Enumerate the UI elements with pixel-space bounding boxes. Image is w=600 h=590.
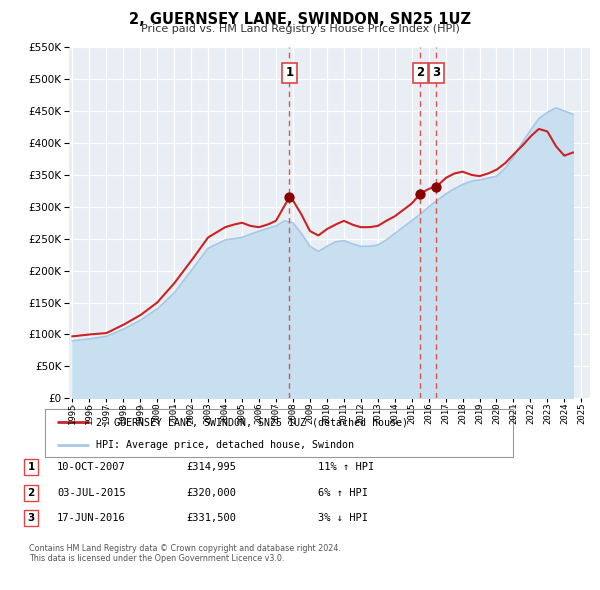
Text: 2009: 2009 [305, 402, 314, 424]
Text: 2015: 2015 [407, 402, 416, 424]
Text: 3% ↓ HPI: 3% ↓ HPI [318, 513, 368, 523]
Text: 2020: 2020 [492, 402, 501, 424]
Text: 2025: 2025 [577, 402, 586, 424]
Text: 3: 3 [433, 66, 440, 79]
Text: 2, GUERNSEY LANE, SWINDON, SN25 1UZ: 2, GUERNSEY LANE, SWINDON, SN25 1UZ [129, 12, 471, 27]
Text: 2011: 2011 [340, 402, 349, 424]
Text: 1996: 1996 [85, 402, 94, 424]
Text: 1998: 1998 [119, 402, 128, 424]
Text: 1999: 1999 [136, 402, 145, 424]
Text: 2022: 2022 [526, 402, 535, 424]
Text: Price paid vs. HM Land Registry's House Price Index (HPI): Price paid vs. HM Land Registry's House … [140, 24, 460, 34]
Text: 10-OCT-2007: 10-OCT-2007 [57, 463, 126, 472]
Text: 03-JUL-2015: 03-JUL-2015 [57, 488, 126, 497]
Text: 2024: 2024 [560, 402, 569, 424]
Text: 2005: 2005 [238, 402, 247, 424]
Text: 17-JUN-2016: 17-JUN-2016 [57, 513, 126, 523]
Point [431, 182, 441, 191]
Text: 11% ↑ HPI: 11% ↑ HPI [318, 463, 374, 472]
Text: 2004: 2004 [221, 402, 230, 424]
Text: 2018: 2018 [458, 402, 467, 424]
Text: 2000: 2000 [153, 402, 162, 424]
Text: 2007: 2007 [271, 402, 280, 424]
Text: 1: 1 [28, 463, 35, 472]
Text: £314,995: £314,995 [186, 463, 236, 472]
Text: 2001: 2001 [170, 402, 179, 424]
Text: £320,000: £320,000 [186, 488, 236, 497]
Text: 2017: 2017 [441, 402, 450, 424]
Text: 2021: 2021 [509, 402, 518, 424]
Text: 1997: 1997 [102, 402, 111, 424]
Text: This data is licensed under the Open Government Licence v3.0.: This data is licensed under the Open Gov… [29, 554, 284, 563]
Point [284, 192, 294, 202]
Text: 2: 2 [416, 66, 424, 79]
Text: 2: 2 [28, 488, 35, 497]
Text: 1995: 1995 [68, 402, 77, 424]
Text: 2002: 2002 [187, 402, 196, 424]
Text: 2012: 2012 [356, 402, 365, 424]
Text: 2008: 2008 [289, 402, 298, 424]
Text: 2023: 2023 [543, 402, 552, 424]
Text: Contains HM Land Registry data © Crown copyright and database right 2024.: Contains HM Land Registry data © Crown c… [29, 545, 341, 553]
Text: 2003: 2003 [203, 402, 212, 424]
Text: 2014: 2014 [390, 402, 399, 424]
Text: 2016: 2016 [424, 402, 433, 424]
Point [415, 189, 425, 199]
Text: 1: 1 [286, 66, 293, 79]
Text: 6% ↑ HPI: 6% ↑ HPI [318, 488, 368, 497]
Text: 2010: 2010 [322, 402, 331, 424]
Text: 2019: 2019 [475, 402, 484, 424]
Text: 2, GUERNSEY LANE, SWINDON, SN25 1UZ (detached house): 2, GUERNSEY LANE, SWINDON, SN25 1UZ (det… [95, 417, 407, 427]
Text: 3: 3 [28, 513, 35, 523]
Text: 2013: 2013 [373, 402, 382, 424]
Text: 2006: 2006 [254, 402, 263, 424]
Text: £331,500: £331,500 [186, 513, 236, 523]
Text: HPI: Average price, detached house, Swindon: HPI: Average price, detached house, Swin… [95, 440, 353, 450]
